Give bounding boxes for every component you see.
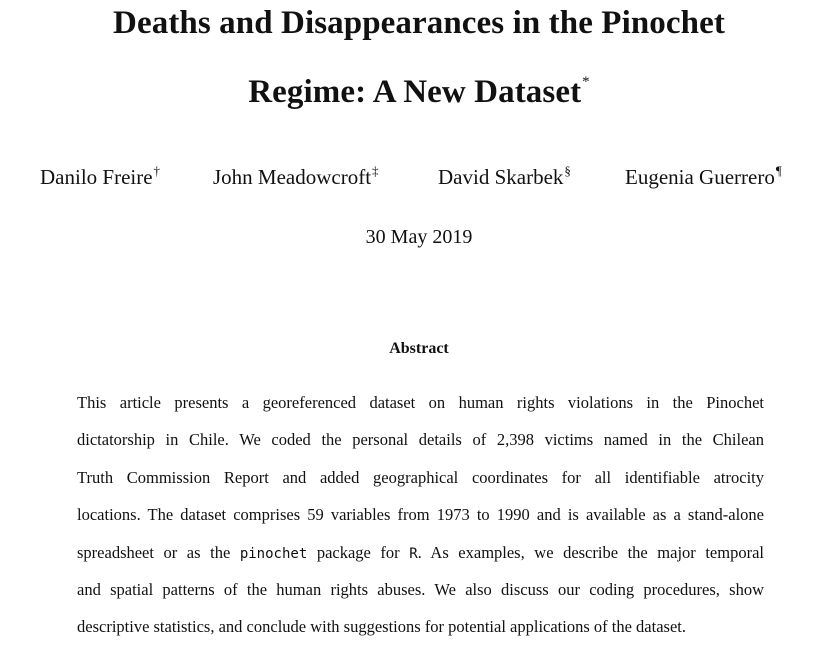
abstract-line: dictatorship in Chile. We coded the pers… [77,430,764,450]
paper-title-text-1: Deaths and Disappearances in the Pinoche… [113,5,725,41]
publication-date: 30 May 2019 [365,226,473,248]
paper-title-line-2: Regime: A New Dataset* [0,74,838,111]
author-name: Danilo Freire [40,165,153,189]
author-footnote-mark[interactable]: ‡ [372,163,379,178]
author-footnote-mark[interactable]: § [564,163,571,178]
abstract-text: package for [307,542,410,562]
abstract-body: This article presents a georeferenced da… [77,384,764,646]
abstract-line: spreadsheet or as the pinochet package f… [77,534,764,571]
author-danilo-freire: Danilo Freire† [40,163,160,190]
language-name-code: R [409,545,418,562]
abstract-heading: Abstract [389,340,449,357]
author-name: David Skarbek [438,165,564,189]
abstract-line: This article presents a georeferenced da… [77,393,764,412]
author-david-skarbek: David Skarbek§ [438,163,571,190]
title-footnote-mark[interactable]: * [582,74,590,90]
author-name: Eugenia Guerrero [625,165,775,189]
package-name-code: pinochet [239,545,308,562]
paper-title-text-2: Regime: A New Dataset [248,74,582,110]
author-eugenia-guerrero: Eugenia Guerrero¶ [625,163,782,190]
author-john-meadowcroft: John Meadowcroft‡ [213,163,379,190]
abstract-line: Truth Commission Report and added geogra… [77,467,764,487]
author-name: John Meadowcroft [213,165,372,189]
paper-title-line-1: Deaths and Disappearances in the Pinoche… [0,5,838,42]
author-footnote-mark[interactable]: ¶ [775,163,782,178]
abstract-text: . As examples, we describe the major tem… [417,542,764,562]
abstract-line: locations. The dataset comprises 59 vari… [77,505,764,525]
abstract-line: descriptive statistics, and conclude wit… [77,617,686,637]
abstract-line: and spatial patterns of the human rights… [77,579,764,599]
author-footnote-mark[interactable]: † [153,163,161,178]
author-list: Danilo Freire† John Meadowcroft‡ David S… [0,163,838,195]
abstract-text: spreadsheet or as the [77,542,240,562]
